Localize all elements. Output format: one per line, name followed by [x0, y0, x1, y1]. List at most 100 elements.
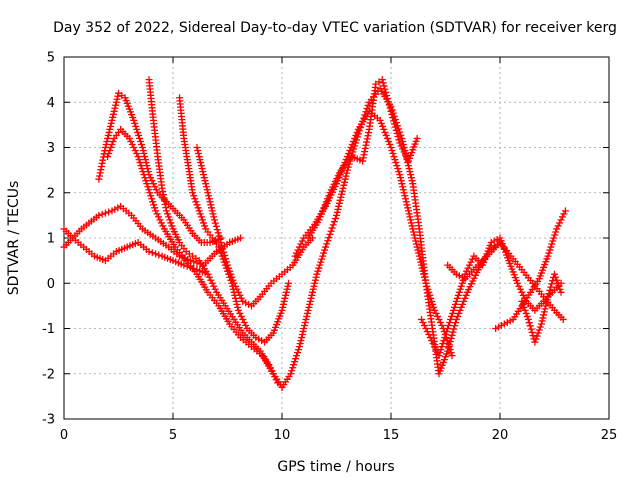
data-point: [321, 201, 329, 209]
data-point: [380, 125, 388, 133]
data-point: [96, 169, 104, 177]
data-point: [201, 177, 209, 185]
data-point: [398, 180, 406, 188]
data-point: [453, 294, 461, 302]
data-point: [349, 148, 357, 156]
grid: [64, 57, 609, 419]
data-point: [382, 131, 390, 139]
data-point: [324, 195, 332, 203]
data-point: [194, 150, 202, 158]
data-point: [431, 306, 439, 314]
data-point: [407, 216, 415, 224]
data-point: [132, 122, 140, 130]
data-point: [269, 370, 277, 378]
data-point: [298, 331, 306, 339]
data-point: [388, 147, 396, 155]
data-point: [559, 315, 567, 323]
data-point: [218, 242, 226, 250]
data-point: [140, 171, 148, 179]
data-point: [325, 192, 333, 200]
data-point: [555, 282, 563, 290]
data-point: [144, 183, 152, 191]
x-tick-labels: 0 5 10 15 20 25: [60, 428, 617, 443]
data-point: [166, 216, 174, 224]
data-point: [222, 255, 230, 263]
data-point: [541, 305, 549, 313]
data-point: [537, 320, 545, 328]
data-point: [319, 207, 327, 215]
data-point: [214, 229, 222, 237]
data-point: [399, 183, 407, 191]
data-point: [448, 312, 456, 320]
data-point: [447, 315, 455, 323]
data-point: [165, 213, 173, 221]
data-point: [229, 276, 237, 284]
data-point: [552, 273, 560, 281]
data-point: [408, 177, 416, 185]
data-point: [212, 222, 220, 230]
data-point: [338, 190, 346, 198]
data-point: [411, 234, 419, 242]
data-point: [407, 171, 415, 179]
data-point: [426, 334, 434, 342]
data-point: [456, 306, 464, 314]
data-point: [205, 273, 213, 281]
data-point: [219, 245, 227, 253]
data-point: [416, 255, 424, 263]
data-point: [197, 159, 205, 167]
data-point: [397, 142, 405, 150]
data-point: [339, 184, 347, 192]
data-point: [449, 328, 457, 336]
data-point: [145, 186, 153, 194]
data-point: [112, 101, 120, 109]
data-point: [131, 147, 139, 155]
data-point: [306, 297, 314, 305]
data-point: [552, 228, 560, 236]
data-point: [546, 286, 554, 294]
data-point: [516, 285, 524, 293]
data-point: [135, 156, 143, 164]
data-point: [560, 210, 568, 218]
data-point: [407, 174, 415, 182]
data-point: [197, 162, 205, 170]
data-point: [142, 177, 150, 185]
data-point: [334, 205, 342, 213]
data-point: [137, 162, 145, 170]
data-point: [547, 243, 555, 251]
data-point: [448, 331, 456, 339]
data-point: [99, 156, 107, 164]
data-point: [226, 267, 234, 275]
data-point: [105, 208, 113, 216]
data-point: [401, 192, 409, 200]
data-point: [543, 296, 551, 304]
data-point: [237, 234, 245, 242]
data-point: [447, 349, 455, 357]
data-point: [192, 198, 200, 206]
data-point: [417, 258, 425, 266]
data-point: [138, 144, 146, 151]
data-point: [240, 318, 248, 326]
data-point: [425, 331, 433, 339]
data-point: [442, 331, 450, 339]
data-point: [304, 306, 312, 314]
data-point: [343, 169, 351, 177]
data-point: [553, 225, 561, 233]
data-point: [227, 270, 235, 278]
data-point: [445, 321, 453, 329]
chart-title: Day 352 of 2022, Sidereal Day-to-day VTE…: [53, 20, 617, 36]
data-point: [423, 328, 431, 336]
data-point: [457, 303, 465, 311]
data-point: [439, 340, 447, 348]
data-point: [413, 134, 421, 142]
data-point: [283, 285, 291, 293]
data-point: [146, 189, 154, 197]
data-point: [95, 211, 103, 219]
x-axis-label: GPS time / hours: [277, 459, 394, 475]
data-point: [435, 352, 443, 360]
data-point: [236, 309, 244, 317]
data-point: [302, 315, 310, 323]
data-point: [224, 261, 231, 269]
data-point: [443, 328, 451, 336]
data-point: [95, 175, 103, 183]
data-point: [280, 297, 288, 305]
